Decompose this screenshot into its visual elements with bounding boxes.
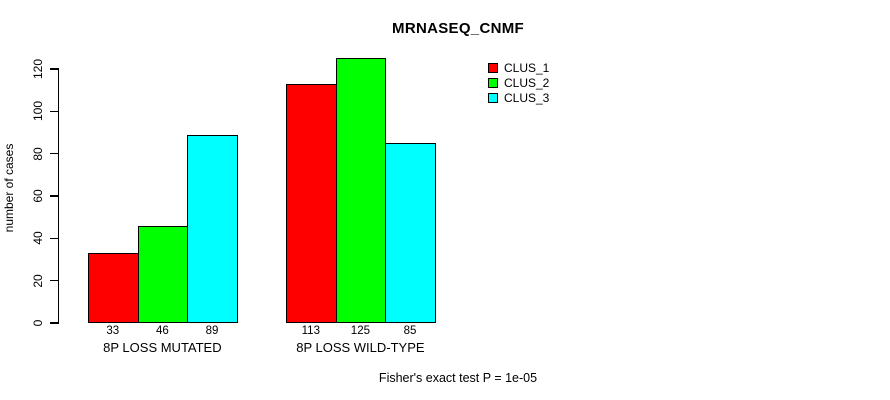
bar xyxy=(335,58,387,323)
legend-item: CLUS_2 xyxy=(488,75,550,90)
group-label: 8P LOSS MUTATED xyxy=(103,340,222,355)
bar-value-label: 85 xyxy=(403,325,417,337)
legend-swatch xyxy=(488,93,498,104)
y-axis-label: number of cases xyxy=(2,143,16,233)
legend-item-label: CLUS_1 xyxy=(504,60,550,75)
legend-item-label: CLUS_3 xyxy=(504,91,550,106)
y-tick-label: 60 xyxy=(31,189,45,203)
y-tick xyxy=(50,237,59,239)
y-tick xyxy=(50,280,59,282)
bar xyxy=(385,143,436,323)
y-axis-line xyxy=(58,69,60,323)
y-tick-label: 40 xyxy=(31,231,45,246)
legend-item-label: CLUS_2 xyxy=(504,75,550,90)
y-tick-label: 80 xyxy=(31,146,45,161)
bar-value-label: 113 xyxy=(301,325,320,337)
legend-swatch xyxy=(488,62,498,73)
legend-item: CLUS_1 xyxy=(488,60,550,75)
chart-title: MRNASEQ_CNMF xyxy=(392,20,524,37)
y-tick xyxy=(50,110,59,112)
y-tick xyxy=(50,322,59,324)
bar-value-label: 33 xyxy=(106,325,120,337)
y-tick-label: 100 xyxy=(31,101,45,122)
legend-swatch xyxy=(488,77,498,88)
y-tick xyxy=(50,68,59,70)
y-tick xyxy=(50,153,59,155)
bar xyxy=(187,134,238,323)
bar xyxy=(88,253,139,323)
y-tick-label: 20 xyxy=(31,273,45,288)
group-label: 8P LOSS WILD-TYPE xyxy=(296,340,425,355)
bar-value-label: 89 xyxy=(205,325,219,337)
bar-value-label: 125 xyxy=(350,325,370,337)
bar xyxy=(137,225,189,323)
legend-item: CLUS_3 xyxy=(488,91,550,106)
bar xyxy=(286,83,337,323)
caption: Fisher's exact test P = 1e-05 xyxy=(378,371,538,385)
y-tick-label: 0 xyxy=(31,319,45,327)
y-tick-label: 120 xyxy=(31,58,45,80)
y-tick xyxy=(50,195,59,197)
bar-value-label: 46 xyxy=(155,325,169,337)
